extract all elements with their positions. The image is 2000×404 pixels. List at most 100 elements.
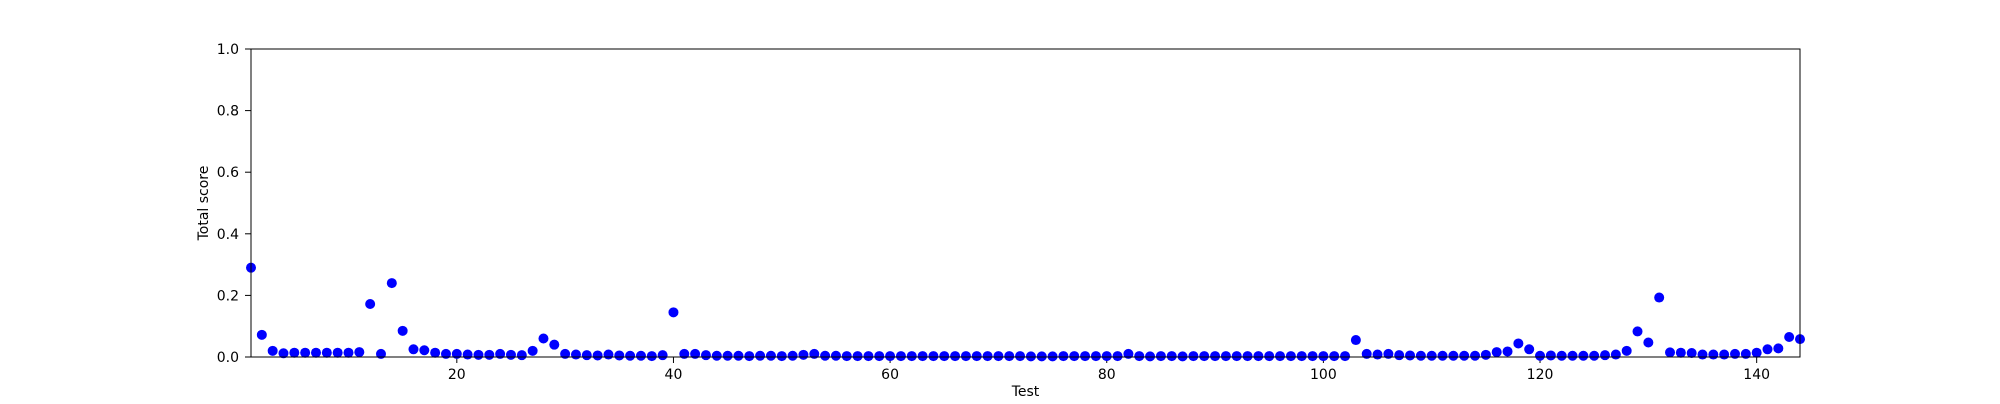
data-point — [1686, 347, 1697, 358]
plot-frame — [250, 48, 1801, 358]
data-point — [1480, 349, 1491, 360]
data-point — [1632, 326, 1643, 337]
data-point — [1470, 350, 1481, 361]
data-point — [1004, 351, 1015, 362]
data-point — [1177, 351, 1188, 362]
data-point — [321, 347, 332, 358]
y-tick-label: 1.0 — [217, 42, 239, 58]
data-point — [1080, 351, 1091, 362]
data-point — [733, 350, 744, 361]
data-point — [1112, 351, 1123, 362]
data-point — [451, 348, 462, 359]
data-point — [809, 348, 820, 359]
data-point — [939, 351, 950, 362]
y-axis-label: Total score — [196, 166, 212, 242]
data-point — [625, 350, 636, 361]
data-point — [343, 347, 354, 358]
data-point — [430, 347, 441, 358]
data-point — [1665, 347, 1676, 358]
data-point — [267, 345, 278, 356]
y-tick-label: 0.6 — [217, 165, 239, 181]
data-point — [1784, 331, 1795, 342]
data-point — [1264, 351, 1275, 362]
y-tick-label: 0.8 — [217, 104, 239, 120]
data-point — [722, 350, 733, 361]
data-point — [527, 345, 538, 356]
data-point — [971, 351, 982, 362]
y-tick-label: 0.4 — [217, 227, 239, 243]
data-point — [1383, 348, 1394, 359]
data-point — [1253, 351, 1264, 362]
data-point — [354, 347, 365, 358]
data-point — [516, 350, 527, 361]
data-point — [787, 350, 798, 361]
data-point — [484, 349, 495, 360]
data-point — [765, 350, 776, 361]
data-point — [841, 351, 852, 362]
data-point — [1231, 351, 1242, 362]
data-point — [1361, 348, 1372, 359]
data-point — [1491, 347, 1502, 358]
data-point — [1199, 351, 1210, 362]
data-point — [1275, 351, 1286, 362]
data-point — [365, 299, 376, 310]
data-point — [1220, 351, 1231, 362]
data-point — [1166, 351, 1177, 362]
data-point — [1426, 350, 1437, 361]
data-point — [495, 348, 506, 359]
data-point — [928, 351, 939, 362]
data-point — [1600, 350, 1611, 361]
data-point — [950, 351, 961, 362]
data-point — [256, 329, 267, 340]
data-point — [690, 348, 701, 359]
data-point — [1719, 349, 1730, 360]
data-point — [1025, 351, 1036, 362]
data-point — [982, 351, 993, 362]
data-point — [1069, 351, 1080, 362]
data-point — [700, 350, 711, 361]
y-tick-label: 0.0 — [217, 350, 239, 366]
data-point — [1730, 348, 1741, 359]
data-point — [1329, 351, 1340, 362]
data-point — [1372, 349, 1383, 360]
data-point — [1155, 351, 1166, 362]
x-tick-label: 140 — [1743, 367, 1770, 383]
data-point — [1751, 347, 1762, 358]
data-point — [549, 339, 560, 350]
data-point — [1448, 350, 1459, 361]
data-point — [440, 348, 451, 359]
data-point — [538, 333, 549, 344]
data-point — [657, 350, 668, 361]
x-tick-label: 80 — [1098, 367, 1116, 383]
data-point — [820, 350, 831, 361]
data-point — [278, 348, 289, 359]
data-point — [560, 348, 571, 359]
x-tick-label: 40 — [665, 367, 683, 383]
data-point — [1036, 351, 1047, 362]
data-point — [1437, 350, 1448, 361]
data-point — [1762, 344, 1773, 355]
data-point — [1621, 345, 1632, 356]
data-point — [776, 351, 787, 362]
data-point — [1123, 348, 1134, 359]
data-point — [1567, 350, 1578, 361]
data-point — [1318, 351, 1329, 362]
data-point — [1610, 349, 1621, 360]
data-point — [1101, 351, 1112, 362]
data-point — [375, 348, 386, 359]
data-point — [917, 351, 928, 362]
data-point — [592, 350, 603, 361]
data-point — [310, 347, 321, 358]
data-point — [1058, 351, 1069, 362]
data-point — [614, 350, 625, 361]
data-point — [603, 349, 614, 360]
data-point — [668, 307, 679, 318]
data-point — [462, 349, 473, 360]
data-point — [755, 350, 766, 361]
data-point — [1242, 351, 1253, 362]
data-point — [1296, 351, 1307, 362]
data-point — [1708, 349, 1719, 360]
